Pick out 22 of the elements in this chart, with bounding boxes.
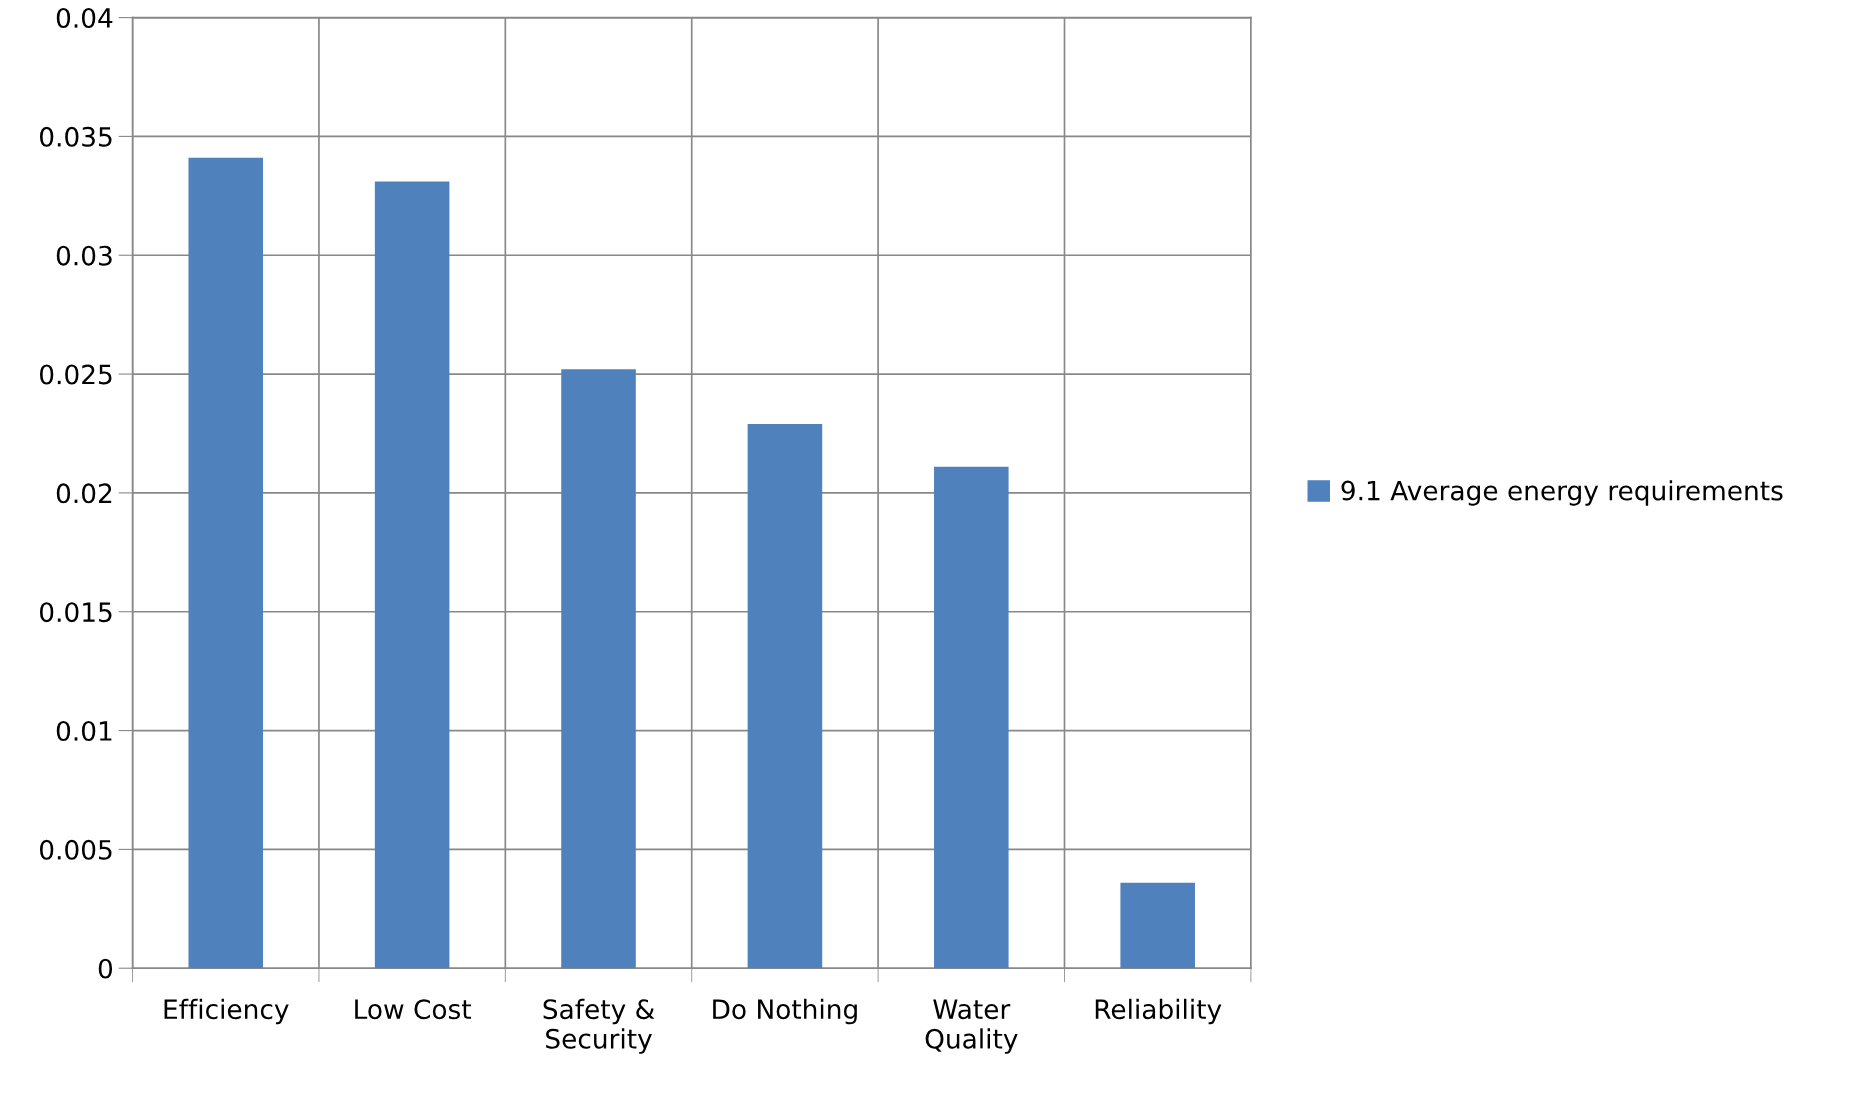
y-tick-label: 0.015 — [40, 602, 112, 623]
y-tick-label: 0.02 — [56, 483, 112, 504]
bar — [561, 369, 636, 969]
x-tick-label: Reliability — [1095, 998, 1222, 1025]
y-tick-label: 0.04 — [56, 8, 113, 28]
y-tick-label: 0 — [98, 958, 113, 979]
x-tick-label: Safety & Security — [543, 998, 655, 1054]
bar — [188, 157, 264, 969]
legend-label: 9.1 Average energy requirements — [1341, 480, 1783, 506]
y-tick-label: 0.035 — [40, 126, 112, 147]
y-tick-label: 0.03 — [56, 245, 112, 266]
bar — [934, 466, 1009, 969]
y-tick-label: 0.01 — [56, 721, 112, 741]
x-tick-label: Low Cost — [355, 999, 472, 1020]
bar — [1120, 882, 1195, 969]
x-tick-label: Water Quality — [925, 999, 1018, 1054]
x-tick-label: Efficiency — [164, 998, 289, 1025]
x-tick-label: Do Nothing — [713, 998, 857, 1025]
y-tick-label: 0.005 — [40, 839, 112, 860]
bar — [747, 423, 823, 969]
bar — [374, 181, 450, 969]
y-tick-label: 0.025 — [40, 364, 112, 385]
